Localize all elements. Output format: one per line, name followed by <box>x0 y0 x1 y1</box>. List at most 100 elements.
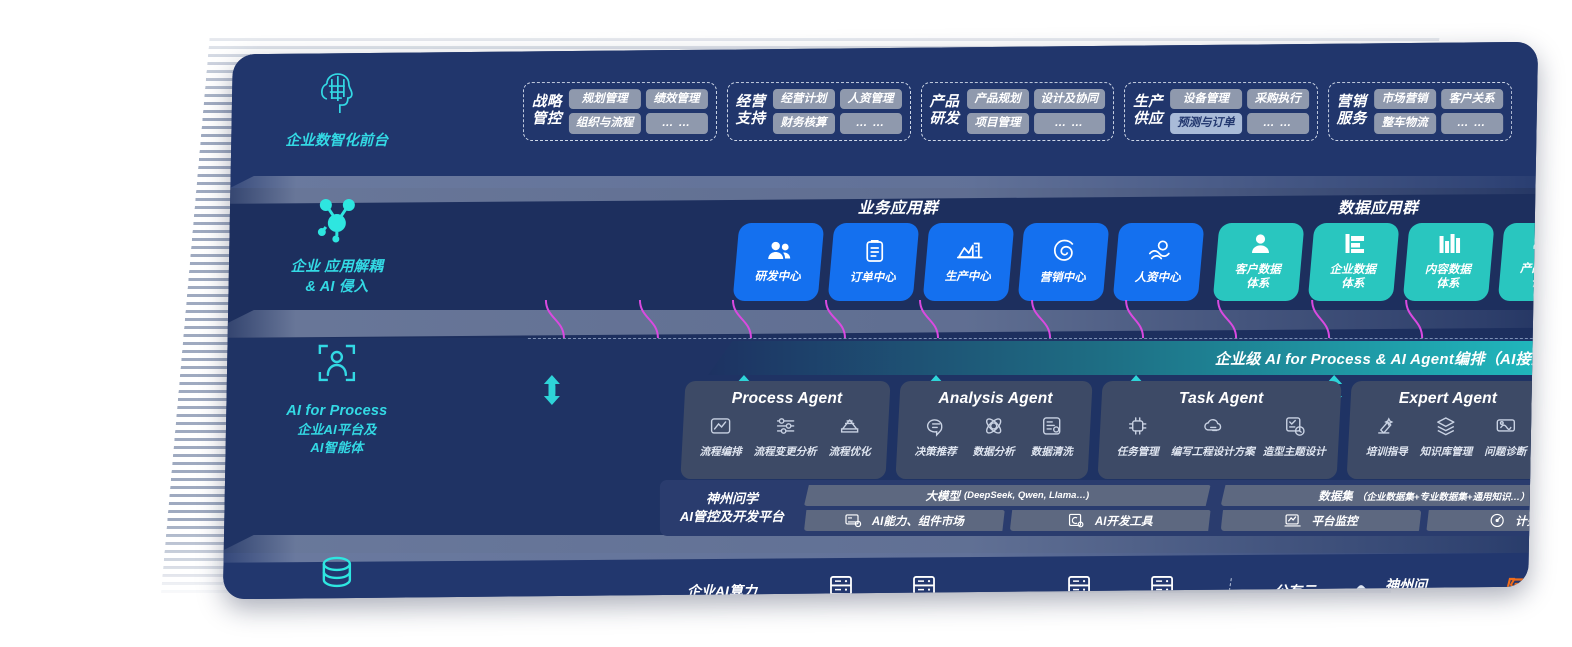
tile-label: 研发中心 <box>754 270 801 283</box>
agent-feature[interactable]: 数据分析 <box>966 415 1022 459</box>
atom-analysis-icon <box>983 415 1005 442</box>
feature-label: 流程优化 <box>828 445 871 458</box>
agent-feature[interactable]: 编写工程设计方案 <box>1168 415 1258 459</box>
molecule-icon <box>242 196 432 249</box>
agent-feature[interactable]: 数据清洗 <box>1024 415 1080 459</box>
business-group-title: 业务应用群 <box>857 200 939 218</box>
feature-label: 问题诊断 <box>1484 445 1527 458</box>
platform-cell-component-market[interactable]: AI能力、组件市场 <box>804 510 1005 531</box>
optimize-icon <box>839 415 861 442</box>
agent-title: Expert Agent <box>1398 389 1498 407</box>
group-cell-more[interactable]: … … <box>1440 113 1503 134</box>
tile-enterprise-data[interactable]: 企业数据 体系 <box>1307 223 1400 302</box>
group-cell[interactable]: 采购执行 <box>1246 89 1309 110</box>
agent-feature[interactable]: 决策推荐 <box>908 415 964 459</box>
agent-cards: Process Agent 流程编排 <box>680 380 1539 480</box>
person-wave-icon <box>1146 239 1172 268</box>
ai-platform-strip: 神州问学 AI管控及开发平台 大模型 (DeepSeek, Qwen, Llam… <box>659 479 1539 536</box>
platform-cell-monitor[interactable]: 平台监控 <box>1221 510 1422 531</box>
rail-label-ai-3: AI智能体 <box>310 439 364 455</box>
architecture-panel: 企业数智化前台 企业 应用解耦 & AI 侵入 <box>222 41 1539 600</box>
agent-feature[interactable]: 培训指导 <box>1359 415 1415 459</box>
tile-label: 客户数据 体系 <box>1234 264 1281 291</box>
agent-feature[interactable]: 造型主题设计 <box>1260 415 1329 459</box>
dataset-bar[interactable]: 数据集 （企业数据集+专业数据集+通用知识…） <box>1221 485 1539 506</box>
group-cell[interactable]: 设备管理 <box>1170 89 1242 110</box>
group-cell-more[interactable]: … … <box>1246 113 1309 134</box>
feature-label: 知识库管理 <box>1419 445 1473 458</box>
group-production-supply[interactable]: 生产 供应 设备管理 采购执行 预测与订单 … … <box>1124 82 1318 141</box>
data-clean-icon <box>1041 415 1063 442</box>
data-tiles: 客户数据 体系 企业数据 体系 <box>1212 223 1539 302</box>
agent-feature[interactable]: 问题诊断 <box>1477 415 1533 459</box>
rail-aiprocess: AI for Process 企业AI平台及 AI智能体 <box>242 338 432 457</box>
group-marketing-service[interactable]: 营销 服务 市场营销 客户关系 整车物流 … … <box>1327 82 1512 141</box>
tile-rnd-center[interactable]: 研发中心 <box>732 223 825 302</box>
group-product-rnd[interactable]: 产品 研发 产品规划 设计及协同 项目管理 … … <box>920 82 1115 141</box>
flow-chart-icon <box>710 415 732 442</box>
rail-label-front: 企业数智化前台 <box>285 133 389 150</box>
banner-text: 企业级 AI for Process & AI Agent编排（AI接入规范） <box>1214 350 1539 368</box>
speech-decide-icon <box>925 415 947 442</box>
agent-card-task[interactable]: Task Agent 任务管理 <box>1097 380 1342 480</box>
group-cell[interactable]: 市场营销 <box>1373 89 1436 110</box>
logo-aliyun[interactable]: 阿里云 <box>1466 572 1538 600</box>
group-cell[interactable]: 项目管理 <box>966 113 1029 134</box>
tile-marketing-center[interactable]: 营销中心 <box>1017 223 1110 302</box>
group-cell[interactable]: 人资管理 <box>839 89 902 110</box>
users-icon <box>766 240 792 267</box>
group-cell[interactable]: 规划管理 <box>568 89 641 110</box>
tile-order-center[interactable]: 订单中心 <box>827 223 920 302</box>
tile-product-data[interactable]: 产品数据 体系 <box>1497 223 1539 302</box>
agent-card-analysis[interactable]: Analysis Agent 决策推荐 <box>895 380 1093 480</box>
group-cell-more[interactable]: … … <box>839 113 902 134</box>
group-cell-highlighted[interactable]: 预测与订单 <box>1170 113 1242 134</box>
rail-front: 企业数智化前台 <box>242 70 432 151</box>
agent-card-process[interactable]: Process Agent 流程编排 <box>680 380 891 480</box>
group-cell-more[interactable]: … … <box>1033 113 1106 134</box>
feature-label: 决策推荐 <box>914 445 957 458</box>
platform-col-model: 大模型 (DeepSeek, Qwen, Llama…) AI能力、 <box>804 485 1211 531</box>
group-strategy[interactable]: 战略 管控 规划管理 绩效管理 组织与流程 … … <box>522 82 717 141</box>
platform-cell-billing[interactable]: 计费/计量 <box>1426 510 1538 531</box>
tile-label: 产品数据 体系 <box>1519 262 1539 290</box>
group-cell[interactable]: 设计及协同 <box>1033 89 1106 110</box>
group-cell[interactable]: 组织与流程 <box>568 113 641 134</box>
tile-label: 营销中心 <box>1039 271 1086 284</box>
agent-feature[interactable]: 知识库管理 <box>1417 415 1476 459</box>
group-cell[interactable]: 整车物流 <box>1373 113 1436 134</box>
agent-feature[interactable]: 流程优化 <box>822 415 878 459</box>
agent-feature[interactable]: 流程编排 <box>693 415 749 459</box>
group-cell[interactable]: 财务核算 <box>772 113 835 134</box>
platform-label: 神州问学 AI管控及开发平台 <box>668 490 796 525</box>
tile-hr-center[interactable]: 人资中心 <box>1112 223 1205 302</box>
clipboard-icon <box>863 239 885 268</box>
feature-label: 造型主题设计 <box>1262 445 1326 458</box>
group-title: 战略 管控 <box>531 94 562 128</box>
group-cell[interactable]: 绩效管理 <box>645 89 708 110</box>
group-operations[interactable]: 经营 支持 经营计划 人资管理 财务核算 … … <box>726 82 911 141</box>
rail-compute: AI基础算力 <box>242 553 432 599</box>
model-bar[interactable]: 大模型 (DeepSeek, Qwen, Llama…) <box>804 485 1211 506</box>
feature-label: 编写工程设计方案 <box>1170 445 1255 458</box>
feature-label: 任务管理 <box>1116 445 1159 458</box>
layers-icon <box>1435 415 1457 442</box>
agent-feature[interactable]: 任务管理 <box>1110 415 1166 459</box>
agent-feature[interactable]: 流程变更分析 <box>751 415 820 459</box>
group-cell[interactable]: 产品规划 <box>966 89 1029 110</box>
agent-card-expert[interactable]: Expert Agent 培训指导 <box>1346 380 1539 480</box>
platform-col-data: 数据集 （企业数据集+专业数据集+通用知识…） <box>1221 485 1539 531</box>
component-market-icon <box>845 513 862 528</box>
ai-layer-divider <box>527 337 1539 339</box>
group-cell-more[interactable]: … … <box>645 113 708 134</box>
platform-cell-dev-tool[interactable]: AI开发工具 <box>1010 510 1211 531</box>
tile-production-center[interactable]: 生产中心 <box>922 223 1015 302</box>
group-cell[interactable]: 客户关系 <box>1440 89 1503 110</box>
tile-customer-data[interactable]: 客户数据 体系 <box>1212 223 1305 302</box>
tile-content-data[interactable]: 内容数据 体系 <box>1402 223 1495 302</box>
rail-label-decouple-2: & AI 侵入 <box>305 279 369 296</box>
building-icon <box>1343 233 1366 261</box>
group-cell[interactable]: 经营计划 <box>772 89 835 110</box>
feature-label: 流程编排 <box>699 445 742 458</box>
